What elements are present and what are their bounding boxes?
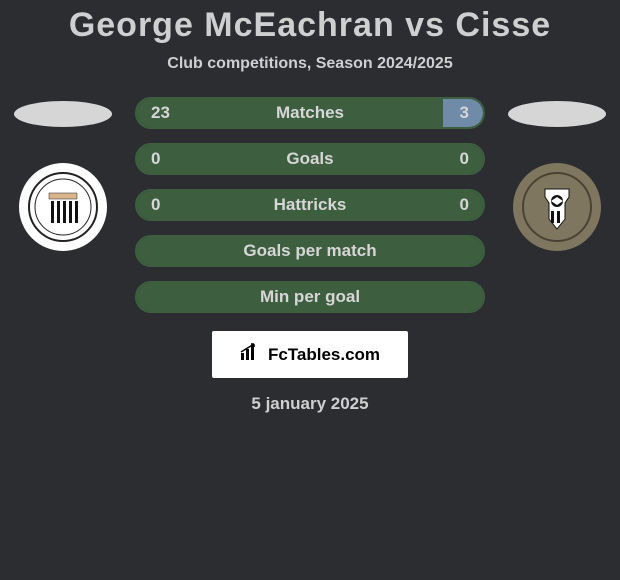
stat-row: Min per goal [135,281,485,313]
grimsby-crest-icon [27,171,99,243]
footer: FcTables.com 5 january 2025 [212,331,408,414]
stat-row: 0 Hattricks 0 [135,189,485,221]
stat-label: Goals [137,149,483,169]
stat-row: 0 Goals 0 [135,143,485,175]
date-text: 5 january 2025 [251,394,368,414]
player2-crest [513,163,601,251]
stat-rows: 23 Matches 3 0 Goals 0 0 Hattricks 0 [135,97,485,313]
stat-row: 23 Matches 3 [135,97,485,129]
subtitle: Club competitions, Season 2024/2025 [167,55,452,73]
player1-side [8,97,118,251]
bars-icon [240,343,262,366]
notts-crest-icon [521,171,593,243]
page-title: George McEachran vs Cisse [69,6,551,45]
stat-label: Matches [137,103,483,123]
stat-value-right: 0 [460,149,469,169]
player1-ellipse [14,101,112,127]
stat-value-right: 3 [460,103,469,123]
player2-ellipse [508,101,606,127]
stat-label: Min per goal [137,287,483,307]
comparison-panel: 23 Matches 3 0 Goals 0 0 Hattricks 0 [0,97,620,313]
brand-badge: FcTables.com [212,331,408,378]
stat-label: Hattricks [137,195,483,215]
player1-crest [19,163,107,251]
stat-row: Goals per match [135,235,485,267]
brand-text: FcTables.com [268,345,380,365]
stat-label: Goals per match [137,241,483,261]
stat-value-right: 0 [460,195,469,215]
player2-side [502,97,612,251]
